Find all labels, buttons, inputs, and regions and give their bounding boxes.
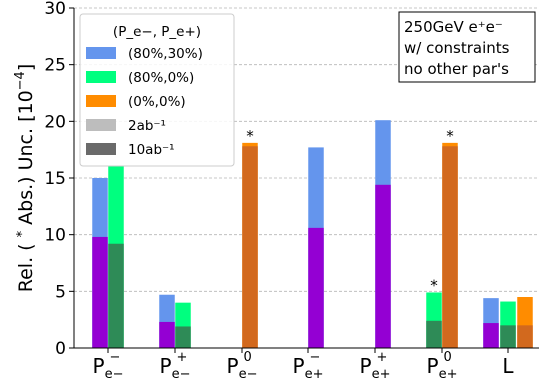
legend-label: 2ab⁻¹ [128,118,166,134]
bar-10ab-5-2 [442,146,458,348]
y-tick-label: 15 [44,169,66,189]
info-box-frame [398,11,536,83]
x-tick-label: Pe+− [293,350,324,382]
x-tick-label: Pe−+ [160,350,191,382]
bar-10ab-6-2 [517,325,533,348]
asterisk-label: * [246,127,254,145]
bar-10ab-1-0 [159,321,175,348]
legend-swatch [86,47,116,59]
legend: (P_e−, P_e+) (80%,30%) (80%,0%) (0%,0%) 2ab⁻… [79,13,235,167]
legend-label: (80%,0%) [128,70,194,86]
info-box-line: 250GeV e⁺e⁻ [404,18,503,36]
asterisk-annotations: * * * [246,127,454,295]
bar-10ab-6-0 [483,323,499,348]
info-box-line: no other par's [404,60,509,78]
y-tick-label: 0 [55,339,66,359]
y-tick-label: 20 [44,112,66,132]
y-tick-label: 30 [44,0,66,19]
legend-box [79,13,235,167]
legend-swatch [86,71,116,83]
bar-10ab-4-0 [375,184,391,348]
bar-10ab-6-1 [500,325,516,348]
y-tick-labels: 0 5 10 15 20 25 30 [44,0,74,359]
x-tick-label: Pe−0 [227,350,258,382]
legend-swatch [86,143,116,155]
legend-title: (P_e−, P_e+) [113,24,201,40]
asterisk-label: * [430,276,438,294]
y-axis-title: Rel. ( * Abs.) Unc. [10−4] [13,64,37,293]
x-tick-labels: Pe−− Pe−+ Pe−0 Pe+− Pe++ Pe+0 L [93,348,514,382]
x-tick-label: Pe++ [360,350,391,382]
bars [92,120,533,348]
bar-10ab-0-1 [108,243,124,348]
y-tick-label: 10 [44,226,66,246]
legend-label: 10ab⁻¹ [128,142,175,158]
x-tick-label: Pe+0 [427,350,458,382]
legend-swatch [86,119,116,131]
bar-10ab-1-1 [175,326,191,348]
info-box-line: w/ constraints [404,39,510,57]
y-tick-label: 5 [55,282,66,302]
legend-label: (0%,0%) [128,94,186,110]
legend-label: (80%,30%) [128,46,203,62]
bar-10ab-3-0 [308,227,324,348]
legend-swatch [86,95,116,107]
asterisk-label: * [446,127,454,145]
x-tick-label: Pe−− [93,350,124,382]
bar-10ab-5-1 [426,320,442,348]
bar-10ab-2-2 [242,146,258,348]
bar-10ab-0-0 [92,236,108,348]
annotation-box: 250GeV e⁺e⁻ w/ constraints no other par's [398,11,536,83]
x-tick-label: L [502,354,514,378]
y-tick-label: 25 [44,56,66,76]
